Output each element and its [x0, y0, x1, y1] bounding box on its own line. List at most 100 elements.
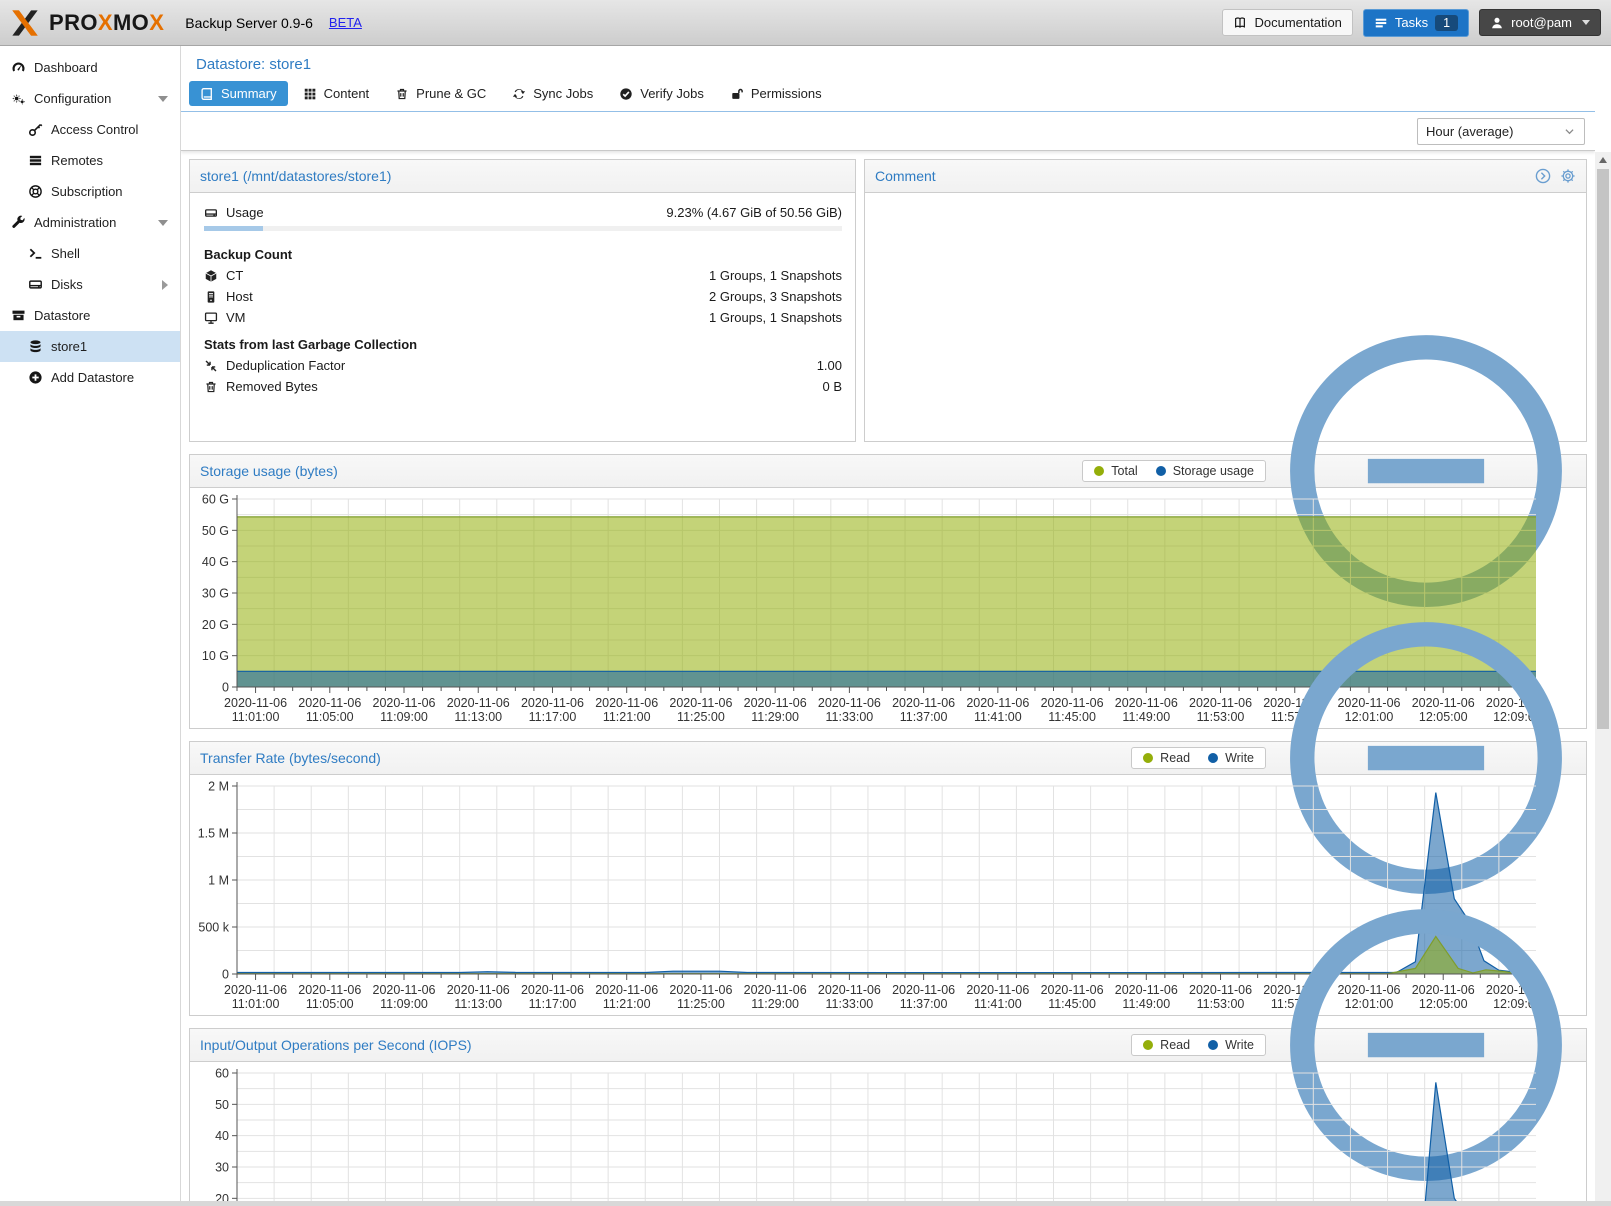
- gc-row-deduplication-factor: Deduplication Factor 1.00: [190, 355, 855, 376]
- sidebar-item-label: Add Datastore: [51, 370, 135, 385]
- gauge-icon: [11, 60, 26, 75]
- usage-progress-bar: [204, 226, 842, 231]
- sidebar: Dashboard Configuration Access Control Remo…: [0, 46, 181, 1201]
- legend-dot: [1208, 1040, 1219, 1050]
- user-menu-button[interactable]: root@pam: [1479, 9, 1601, 36]
- usage-row: Usage 9.23% (4.67 GiB of 50.56 GiB): [190, 202, 855, 223]
- caret-down-icon[interactable]: [158, 95, 168, 102]
- scrollbar-up-button[interactable]: [1595, 152, 1611, 168]
- legend-label: Write: [1225, 1038, 1254, 1052]
- sidebar-item-remotes[interactable]: Remotes: [0, 145, 180, 176]
- legend-item-storage-usage[interactable]: Storage usage: [1155, 464, 1254, 478]
- sidebar-item-add-datastore[interactable]: Add Datastore: [0, 362, 180, 393]
- svg-text:11:09:00: 11:09:00: [380, 710, 428, 724]
- gc-stats-heading: Stats from last Garbage Collection: [204, 337, 418, 352]
- iops-legend[interactable]: Read Write: [1131, 1034, 1266, 1056]
- legend-label: Read: [1160, 751, 1191, 765]
- svg-text:2 M: 2 M: [208, 780, 229, 794]
- server-icon: [204, 290, 218, 304]
- sidebar-item-access-control[interactable]: Access Control: [0, 114, 180, 145]
- bottom-edge: [0, 1201, 1611, 1206]
- tasks-label: Tasks: [1394, 15, 1429, 30]
- page-title: Datastore: store1: [196, 56, 312, 73]
- comment-panel-title: Comment: [875, 168, 936, 184]
- sidebar-item-configuration[interactable]: Configuration: [0, 83, 180, 114]
- sidebar-item-store1[interactable]: store1: [0, 331, 180, 362]
- svg-text:11:49:00: 11:49:00: [1122, 710, 1170, 724]
- grid-icon: [303, 87, 317, 101]
- tab-verify-jobs[interactable]: Verify Jobs: [608, 81, 715, 106]
- legend-dot: [1143, 753, 1154, 763]
- sidebar-item-label: Administration: [34, 215, 117, 230]
- legend-item-read[interactable]: Read: [1143, 1038, 1190, 1052]
- svg-text:2020-11-06: 2020-11-06: [595, 696, 658, 710]
- sidebar-item-label: Dashboard: [34, 60, 98, 75]
- tab-prune-gc[interactable]: Prune & GC: [384, 81, 497, 106]
- wordmark-segment: MO: [112, 9, 150, 35]
- legend-item-write[interactable]: Write: [1208, 1038, 1254, 1052]
- tab-label: Prune & GC: [416, 86, 487, 101]
- svg-text:2020-11-06: 2020-11-06: [447, 696, 510, 710]
- gc-row-deduplication-factor-value: 1.00: [816, 358, 842, 373]
- main-area: Datastore: store1 Summary Content Prune & …: [181, 46, 1595, 1201]
- svg-text:40 G: 40 G: [202, 555, 229, 569]
- storage-usage-panel: Storage usage (bytes) Total Storage usage 0…: [189, 335, 1587, 729]
- time-range-select[interactable]: Hour (average): [1417, 118, 1585, 145]
- gc-row-removed-bytes-value: 0 B: [822, 379, 842, 394]
- storage-usage-panel-header: Storage usage (bytes) Total Storage usage: [190, 335, 1586, 607]
- svg-text:2020-11-06: 2020-11-06: [595, 983, 658, 997]
- plus-circle-icon: [28, 370, 43, 385]
- store-panel-header: store1 (/mnt/datastores/store1): [190, 160, 855, 193]
- sidebar-item-disks[interactable]: Disks: [0, 269, 180, 300]
- tasks-button[interactable]: Tasks 1: [1362, 8, 1470, 37]
- app-header: PROXMOX Backup Server 0.9-6 BETA Documen…: [0, 0, 1611, 46]
- legend-item-total[interactable]: Total: [1094, 464, 1138, 478]
- svg-text:11:49:00: 11:49:00: [1122, 997, 1170, 1011]
- archive-icon: [11, 308, 26, 323]
- sidebar-item-dashboard[interactable]: Dashboard: [0, 52, 180, 83]
- sidebar-item-subscription[interactable]: Subscription: [0, 176, 180, 207]
- backup-count-row-host: Host 2 Groups, 3 Snapshots: [190, 286, 855, 307]
- svg-text:12:05:00: 12:05:00: [1419, 710, 1468, 724]
- legend-item-write[interactable]: Write: [1208, 751, 1254, 765]
- lifering-icon: [28, 184, 43, 199]
- tab-permissions[interactable]: Permissions: [719, 81, 833, 106]
- iops-panel: Input/Output Operations per Second (IOPS…: [189, 909, 1587, 1201]
- legend-item-read[interactable]: Read: [1143, 751, 1190, 765]
- transfer-rate-legend[interactable]: Read Write: [1131, 747, 1266, 769]
- svg-text:11:25:00: 11:25:00: [677, 710, 725, 724]
- gear-icon[interactable]: [1560, 168, 1576, 184]
- sidebar-item-shell[interactable]: Shell: [0, 238, 180, 269]
- beta-link[interactable]: BETA: [328, 15, 362, 30]
- backup-count-row-ct-label: CT: [226, 268, 244, 283]
- svg-text:11:17:00: 11:17:00: [529, 997, 577, 1011]
- tab-summary[interactable]: Summary: [189, 81, 288, 106]
- svg-text:2020-11-06: 2020-11-06: [521, 983, 584, 997]
- tab-sync-jobs[interactable]: Sync Jobs: [501, 81, 604, 106]
- svg-text:11:05:00: 11:05:00: [306, 710, 354, 724]
- minus-circle-icon[interactable]: [1276, 895, 1576, 1195]
- documentation-button[interactable]: Documentation: [1222, 9, 1353, 36]
- storage-usage-legend[interactable]: Total Storage usage: [1082, 460, 1266, 482]
- header-actions: Documentation Tasks 1 root@pam: [1222, 8, 1601, 37]
- store-summary-panel: store1 (/mnt/datastores/store1) Usage 9.2…: [189, 159, 856, 442]
- sidebar-item-datastore[interactable]: Datastore: [0, 300, 180, 331]
- svg-text:11:29:00: 11:29:00: [751, 997, 799, 1011]
- gc-row-removed-bytes: Removed Bytes 0 B: [190, 376, 855, 397]
- wordmark-segment: X: [149, 9, 165, 35]
- vertical-scrollbar[interactable]: [1595, 152, 1611, 1201]
- backup-count-row-host-value: 2 Groups, 3 Snapshots: [709, 289, 842, 304]
- tab-label: Permissions: [750, 86, 822, 101]
- wordmark-segment: PRO: [49, 9, 98, 35]
- chevron-down-icon: [1563, 125, 1576, 138]
- gc-row-removed-bytes-label: Removed Bytes: [226, 379, 318, 394]
- svg-text:30: 30: [215, 1161, 229, 1175]
- caret-right-icon[interactable]: [162, 279, 168, 290]
- chevron-circle-right-icon[interactable]: [1535, 168, 1551, 184]
- sidebar-item-administration[interactable]: Administration: [0, 207, 180, 238]
- scrollbar-thumb[interactable]: [1597, 169, 1609, 729]
- sidebar-item-label: Remotes: [51, 153, 104, 168]
- tab-content[interactable]: Content: [292, 81, 381, 106]
- caret-down-icon[interactable]: [158, 219, 168, 226]
- charts-container: Storage usage (bytes) Total Storage usage 0…: [189, 335, 1587, 1201]
